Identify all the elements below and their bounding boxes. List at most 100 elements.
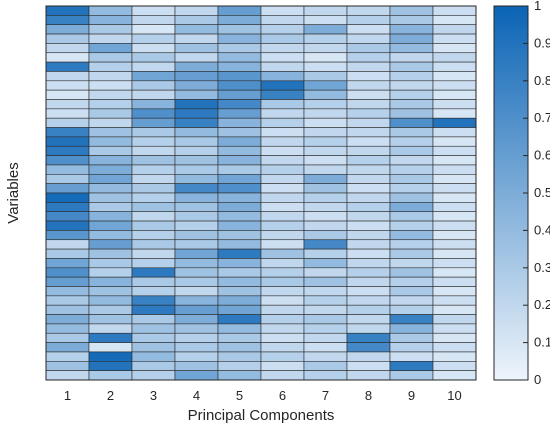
heatmap-cell [217, 192, 262, 203]
heatmap-cell [389, 183, 434, 194]
heatmap-cell [217, 117, 262, 128]
heatmap-cell [346, 351, 391, 362]
heatmap-cell [174, 230, 219, 241]
heatmap-cell [346, 80, 391, 91]
heatmap-cell [88, 370, 133, 381]
heatmap-cell [174, 258, 219, 269]
heatmap-cell [88, 80, 133, 91]
heatmap-cell [260, 108, 305, 119]
heatmap-cell [260, 99, 305, 110]
x-axis-label: Principal Components [188, 407, 335, 424]
heatmap-cell [131, 52, 176, 63]
x-tick-label: 2 [107, 388, 114, 403]
heatmap-cell [131, 314, 176, 325]
heatmap-cell [432, 136, 477, 147]
heatmap-cell [174, 314, 219, 325]
heatmap-cell [131, 71, 176, 82]
heatmap-cell [217, 174, 262, 184]
heatmap-cell [389, 295, 434, 306]
heatmap-cell [45, 239, 90, 250]
heatmap-cell [174, 99, 219, 110]
heatmap-cell [303, 71, 348, 82]
heatmap-cell [45, 155, 90, 166]
heatmap-cell [260, 5, 305, 16]
heatmap-cell [217, 370, 262, 381]
heatmap-cell [389, 164, 434, 175]
heatmap-cell [217, 33, 262, 44]
heatmap-cell [432, 360, 477, 371]
heatmap-cell [45, 127, 90, 138]
heatmap-cell [260, 43, 305, 54]
heatmap-cell [260, 80, 305, 91]
heatmap-cell [217, 71, 262, 82]
colorbar-tick-label: 0.3 [534, 260, 550, 275]
heatmap-cell [432, 15, 477, 26]
heatmap-cell [260, 61, 305, 72]
heatmap-cell [174, 33, 219, 44]
heatmap-cell [174, 276, 219, 287]
colorbar-tick-label: 0.4 [534, 222, 550, 237]
heatmap-cell [303, 370, 348, 381]
x-tick-label: 8 [365, 388, 372, 403]
heatmap-cell [389, 276, 434, 287]
heatmap-cell [432, 202, 477, 213]
heatmap-cell [346, 295, 391, 306]
heatmap-cell [389, 248, 434, 259]
heatmap-cell [303, 33, 348, 44]
heatmap-cell [260, 342, 305, 353]
heatmap-cell [303, 24, 348, 35]
heatmap-cell [260, 155, 305, 166]
heatmap-cell [260, 71, 305, 82]
x-tick-label: 9 [408, 388, 415, 403]
heatmap-cell [174, 370, 219, 381]
heatmap-cell [131, 323, 176, 334]
heatmap-cell [346, 202, 391, 213]
heatmap-cell [260, 276, 305, 287]
heatmap-cell [389, 342, 434, 353]
x-tick-label: 3 [150, 388, 157, 403]
heatmap-cell [174, 304, 219, 315]
heatmap-cell [131, 99, 176, 110]
heatmap-cell [346, 99, 391, 110]
heatmap-cell [45, 304, 90, 315]
heatmap-cell [432, 248, 477, 259]
heatmap-cell [217, 248, 262, 259]
heatmap-cell [260, 220, 305, 231]
heatmap-cell [174, 351, 219, 362]
heatmap-cell [131, 127, 176, 138]
heatmap-cell [260, 33, 305, 44]
heatmap-cell [389, 360, 434, 371]
heatmap-cell [174, 360, 219, 371]
heatmap-cell [217, 314, 262, 325]
heatmap-cell [217, 164, 262, 175]
heatmap-cell [88, 267, 133, 278]
heatmap-cell [346, 145, 391, 156]
heatmap-cell [217, 211, 262, 222]
heatmap-cell [303, 5, 348, 16]
x-tick-label: 10 [447, 388, 461, 403]
heatmap-cell [217, 43, 262, 54]
heatmap-cell [346, 314, 391, 325]
heatmap-cell [432, 24, 477, 35]
heatmap-cell [432, 323, 477, 334]
heatmap-cell [260, 117, 305, 128]
colorbar-tick-label: 0 [534, 372, 541, 387]
colorbar-tick-label: 0.9 [534, 35, 550, 50]
x-tick-label: 4 [193, 388, 200, 403]
heatmap-cell [45, 15, 90, 26]
heatmap-cell [432, 351, 477, 362]
heatmap-cell [303, 286, 348, 297]
colorbar-tick-label: 0.7 [534, 110, 550, 125]
y-axis-label: Variables [5, 162, 22, 223]
heatmap-cell [217, 258, 262, 269]
heatmap-cell [303, 52, 348, 63]
heatmap-cell [45, 276, 90, 287]
heatmap-cell [346, 15, 391, 26]
heatmap-cell [174, 52, 219, 63]
heatmap-cell [217, 15, 262, 26]
heatmap-cell [432, 99, 477, 110]
heatmap-cell [346, 174, 391, 184]
heatmap-cell [303, 258, 348, 269]
heatmap-cell [346, 33, 391, 44]
heatmap-cell [45, 164, 90, 175]
